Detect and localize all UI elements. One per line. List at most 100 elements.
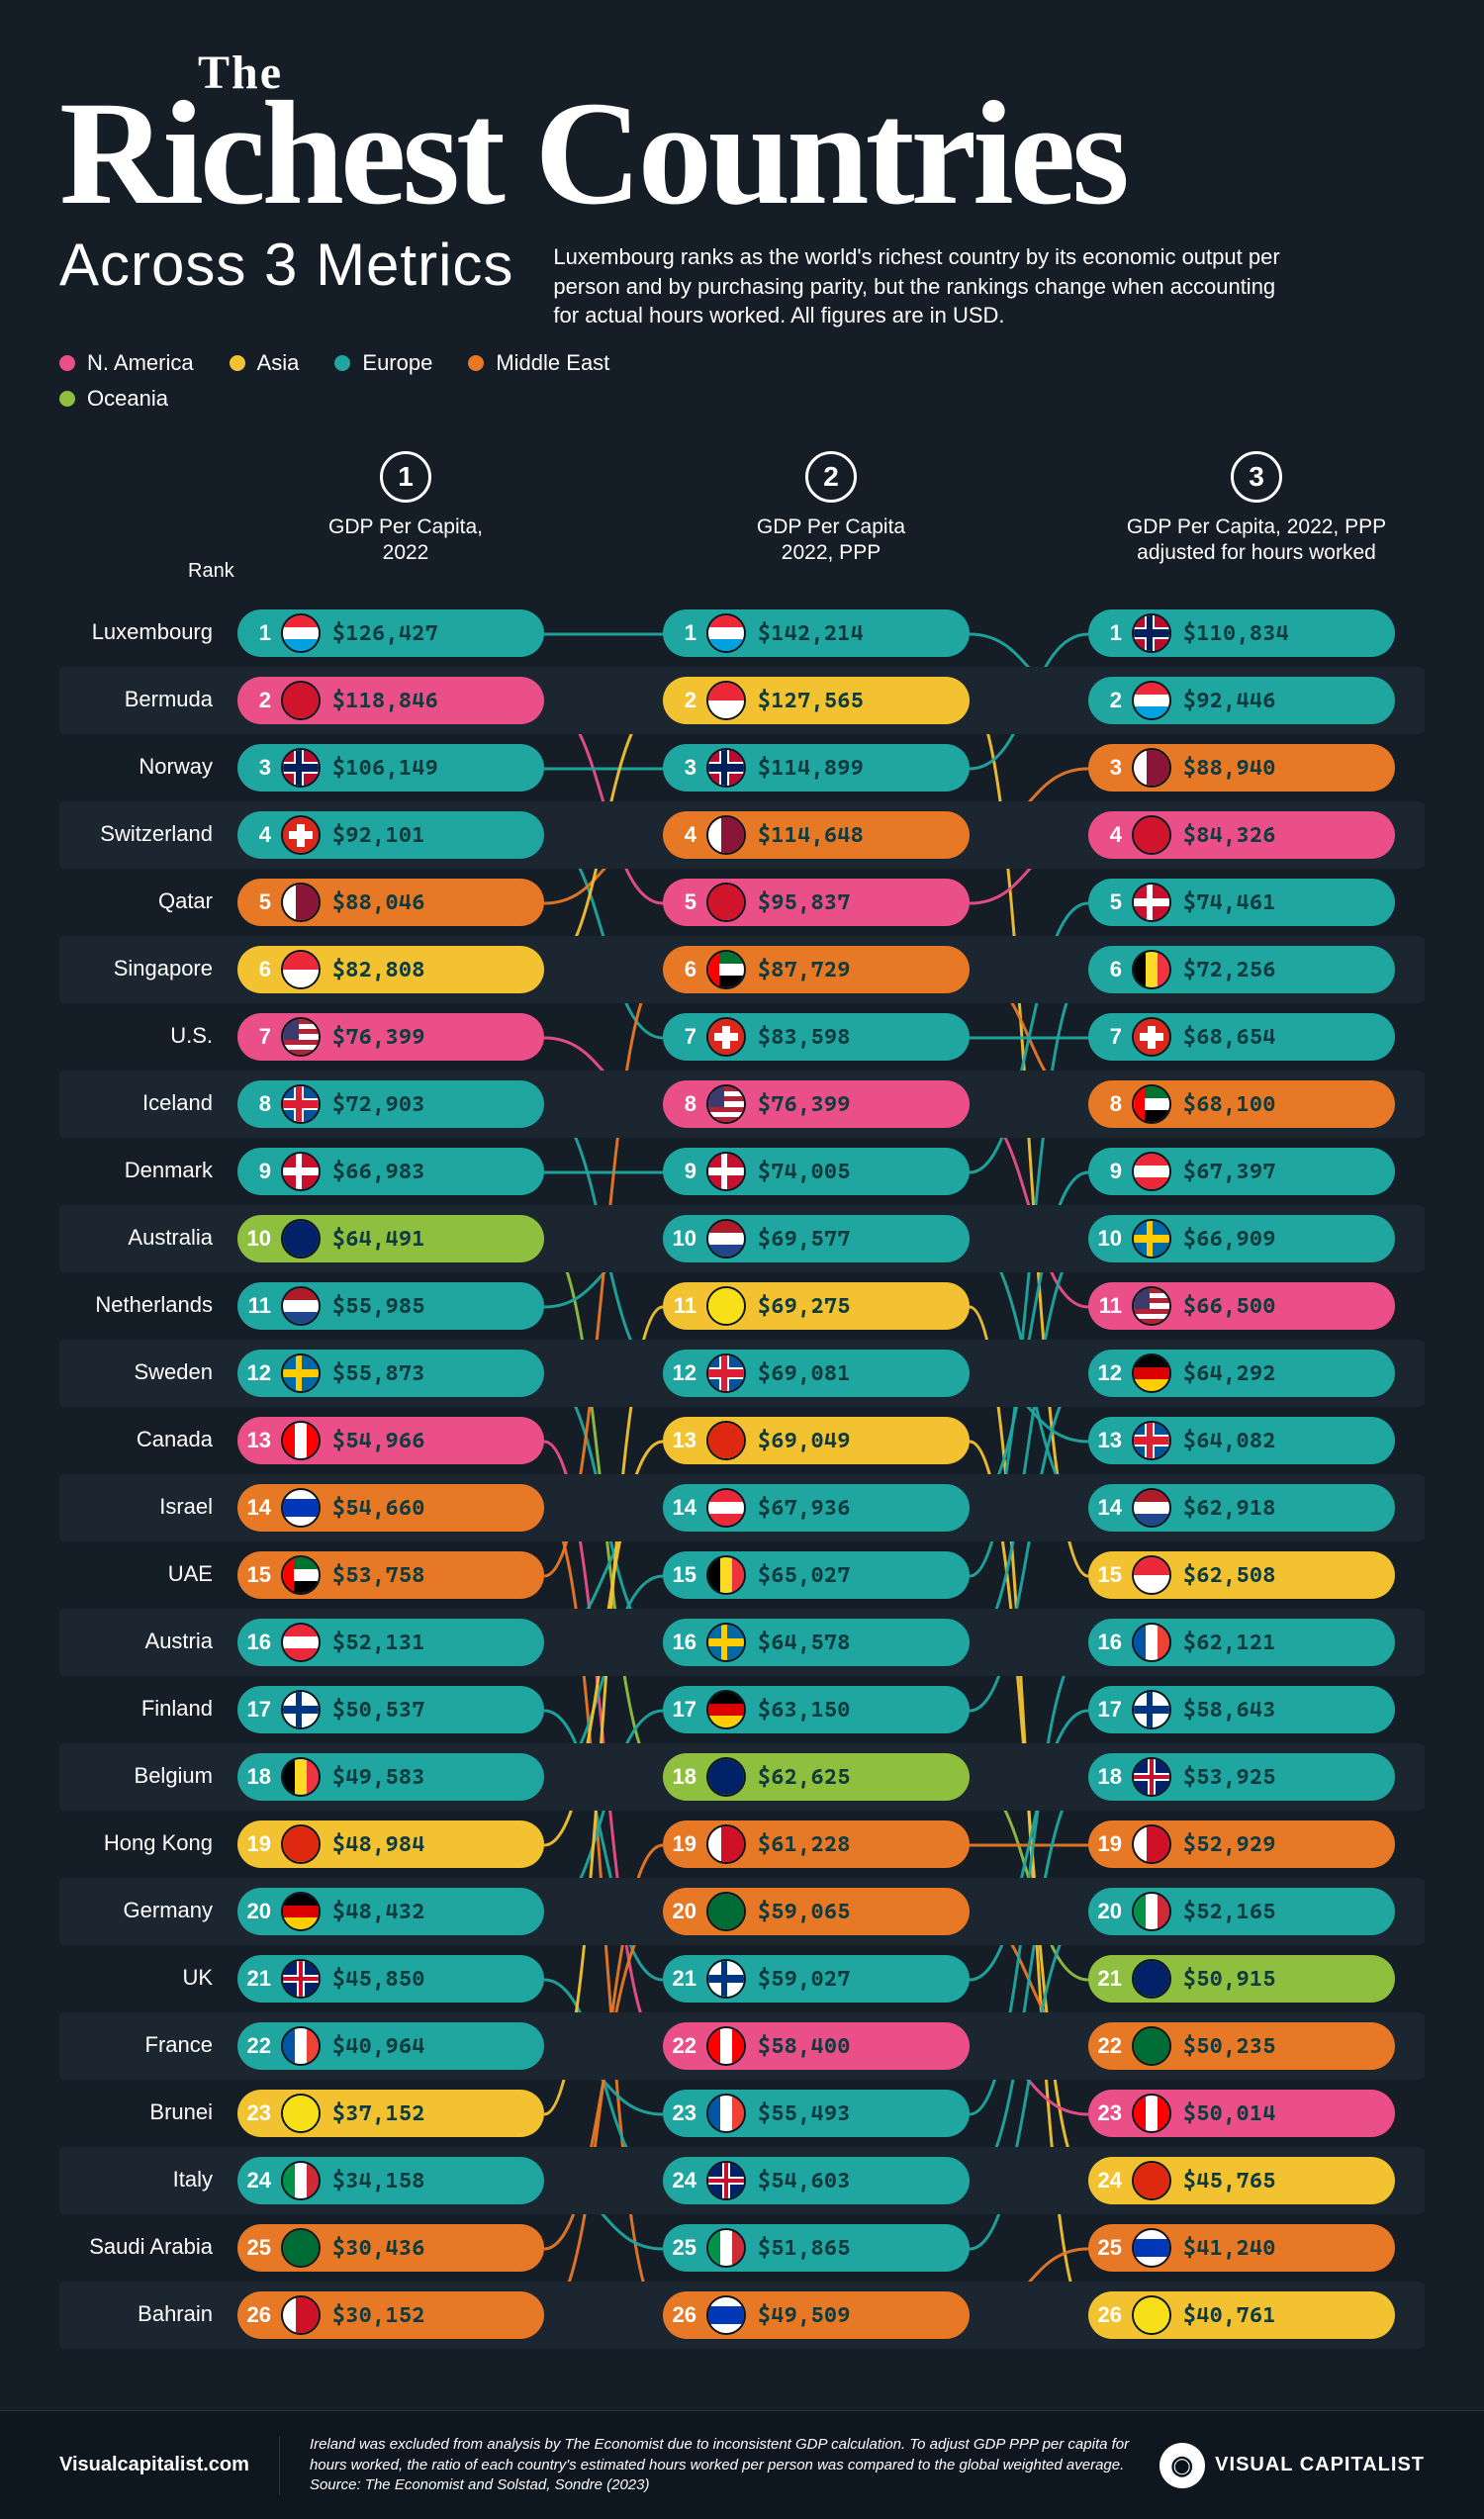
rank-number: 23 <box>667 2100 700 2126</box>
value: $55,873 <box>332 1361 425 1386</box>
rank-row: 5 $95,837 <box>663 879 970 926</box>
value: $69,081 <box>758 1361 851 1386</box>
flag-icon <box>1132 1555 1171 1595</box>
flag-icon <box>281 2295 321 2335</box>
flag-icon <box>281 1690 321 1729</box>
value: $54,603 <box>758 2169 851 2193</box>
flag-icon <box>1132 1219 1171 1259</box>
value: $50,915 <box>1183 1967 1276 1992</box>
flag-icon <box>1132 1488 1171 1528</box>
value: $74,461 <box>1183 890 1276 915</box>
footer-brand: VISUAL CAPITALIST <box>1215 2454 1425 2476</box>
rank-row: 7 $76,399 <box>237 1013 544 1061</box>
rank-row: 1 $142,214 <box>663 609 970 657</box>
rank-pill: 21 $45,850 <box>237 1955 544 2003</box>
rank-row: 25 $51,865 <box>663 2224 970 2272</box>
country-label: Brunei <box>59 2099 213 2125</box>
value: $40,964 <box>332 2034 425 2059</box>
flag-icon <box>281 1623 321 1662</box>
value: $65,027 <box>758 1563 851 1588</box>
flag-icon <box>1132 815 1171 855</box>
flag-icon <box>706 1690 746 1729</box>
rank-pill: 18 $49,583 <box>237 1753 544 1801</box>
rank-number: 8 <box>667 1091 700 1117</box>
rank-row: 12 $69,081 <box>663 1350 970 1397</box>
flag-icon <box>706 2094 746 2133</box>
rank-number: 6 <box>241 957 275 982</box>
footer-divider <box>279 2436 280 2495</box>
value: $95,837 <box>758 890 851 915</box>
country-label: Australia <box>59 1225 213 1251</box>
rank-pill: 11 $66,500 <box>1088 1282 1395 1330</box>
rank-row: 10 $66,909 <box>1088 1215 1395 1262</box>
rank-row: 24 $45,765 <box>1088 2157 1395 2204</box>
rank-number: 13 <box>667 1428 700 1453</box>
value: $118,846 <box>332 689 438 713</box>
flag-icon <box>706 2228 746 2268</box>
rank-row: 14 $67,936 <box>663 1484 970 1532</box>
flag-icon <box>1132 950 1171 989</box>
legend-item: N. America <box>59 350 194 376</box>
rank-pill: 13 $64,082 <box>1088 1417 1395 1464</box>
rank-number: 26 <box>241 2302 275 2328</box>
rank-pill: 13 $69,049 <box>663 1417 970 1464</box>
value: $72,256 <box>1183 958 1276 982</box>
flag-icon <box>281 2228 321 2268</box>
rank-row: 3 $114,899 <box>663 744 970 792</box>
flag-icon <box>281 1353 321 1393</box>
rank-pill: 14 $67,936 <box>663 1484 970 1532</box>
rank-number: 19 <box>667 1831 700 1857</box>
subtitle: Across 3 Metrics <box>59 231 513 299</box>
rank-row: 4 $114,648 <box>663 811 970 859</box>
rank-row: 17 $63,150 <box>663 1686 970 1733</box>
rank-pill: 10 $66,909 <box>1088 1215 1395 1262</box>
rank-row: 3 $88,940 <box>1088 744 1395 792</box>
flag-icon <box>1132 2295 1171 2335</box>
flag-icon <box>1132 613 1171 653</box>
value: $55,493 <box>758 2101 851 2126</box>
rank-row: 2 $127,565 <box>663 677 970 724</box>
flag-icon <box>1132 2094 1171 2133</box>
rank-pill: 26 $40,761 <box>1088 2291 1395 2339</box>
rank-pill: 22 $40,964 <box>237 2022 544 2070</box>
value: $49,583 <box>332 1765 425 1790</box>
rank-pill: 8 $76,399 <box>663 1080 970 1128</box>
rank-pill: 7 $83,598 <box>663 1013 970 1061</box>
header: The Richest Countries Across 3 Metrics L… <box>59 49 1425 412</box>
flag-icon <box>1132 1824 1171 1864</box>
value: $67,936 <box>758 1496 851 1521</box>
flag-icon <box>706 883 746 922</box>
flag-icon <box>281 1757 321 1797</box>
rank-pill: 16 $52,131 <box>237 1619 544 1666</box>
rank-number: 13 <box>1092 1428 1126 1453</box>
country-label: Netherlands <box>59 1292 213 1318</box>
value: $58,400 <box>758 2034 851 2059</box>
flag-icon <box>706 1892 746 1931</box>
country-label: Israel <box>59 1494 213 1520</box>
value: $67,397 <box>1183 1160 1276 1184</box>
rank-row: 11 $66,500 <box>1088 1282 1395 1330</box>
rank-number: 3 <box>667 755 700 781</box>
rank-row: 21 $50,915 <box>1088 1955 1395 2003</box>
flag-icon <box>706 1757 746 1797</box>
rank-row: 19 $61,228 <box>663 1820 970 1868</box>
value: $62,625 <box>758 1765 851 1790</box>
value: $50,235 <box>1183 2034 1276 2059</box>
rank-number: 11 <box>1092 1293 1126 1319</box>
value: $30,152 <box>332 2303 425 2328</box>
value: $66,983 <box>332 1160 425 1184</box>
globe-icon: ◉ <box>1159 2443 1205 2488</box>
rank-number: 1 <box>1092 620 1126 646</box>
rank-chart: 1 GDP Per Capita,20222 GDP Per Capita202… <box>59 451 1425 2390</box>
footer: Visualcapitalist.com Ireland was exclude… <box>0 2410 1484 2519</box>
flag-icon <box>706 2295 746 2335</box>
rank-row: 25 $41,240 <box>1088 2224 1395 2272</box>
rank-pill: 22 $50,235 <box>1088 2022 1395 2070</box>
rank-pill: 19 $61,228 <box>663 1820 970 1868</box>
flag-icon <box>706 1286 746 1326</box>
rank-pill: 5 $88,046 <box>237 879 544 926</box>
rank-pill: 23 $37,152 <box>237 2090 544 2137</box>
value: $51,865 <box>758 2236 851 2261</box>
value: $30,436 <box>332 2236 425 2261</box>
flag-icon <box>281 1488 321 1528</box>
